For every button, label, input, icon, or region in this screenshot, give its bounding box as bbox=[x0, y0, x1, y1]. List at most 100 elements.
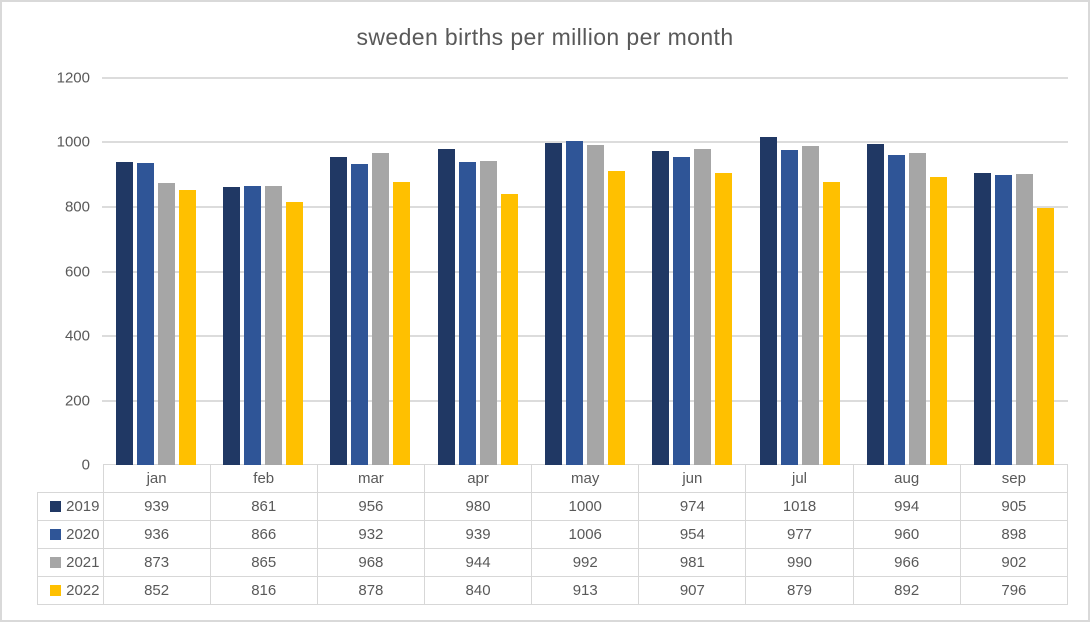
table-header-row: jan feb mar apr may jun jul aug sep bbox=[37, 464, 1069, 493]
value-cell-2022-jul: 879 bbox=[745, 576, 854, 605]
legend-swatch-2019 bbox=[50, 501, 62, 512]
bar-2019-aug bbox=[866, 144, 884, 465]
y-axis-tick-label: 600 bbox=[64, 263, 90, 280]
value-cell-2021-apr: 944 bbox=[423, 548, 533, 577]
value-cell-2020-may: 1006 bbox=[531, 520, 640, 549]
value-cell-2021-aug: 966 bbox=[852, 548, 961, 577]
value-cell-2019-sep: 905 bbox=[959, 492, 1069, 521]
bar-2022-may bbox=[607, 170, 625, 465]
table-row-2021: 2021 873 865 968 944 992 981 990 966 902 bbox=[37, 548, 1069, 577]
bar-2021-sep bbox=[1016, 174, 1034, 465]
value-cell-2022-apr: 840 bbox=[423, 576, 533, 605]
value-cell-2019-mar: 956 bbox=[316, 492, 425, 521]
value-cell-2022-jun: 907 bbox=[638, 576, 747, 605]
bar-2021-feb bbox=[264, 186, 282, 465]
y-axis-tick-label: 800 bbox=[64, 198, 90, 216]
legend-swatch-2020 bbox=[50, 529, 62, 540]
legend-cell-2022: 2022 bbox=[37, 576, 104, 605]
value-cell-2019-apr: 980 bbox=[423, 492, 533, 521]
value-cell-2021-jun: 981 bbox=[638, 548, 747, 577]
bar-2020-jul bbox=[780, 149, 798, 465]
value-cell-2020-aug: 960 bbox=[852, 520, 961, 549]
month-header-cell-aug: aug bbox=[852, 464, 961, 493]
legend-swatch-2021 bbox=[50, 557, 62, 568]
legend-year-label: 2019 bbox=[66, 498, 100, 515]
gridline bbox=[102, 270, 1068, 273]
bar-2021-mar bbox=[372, 152, 390, 465]
gridline bbox=[102, 334, 1068, 337]
bar-2020-aug bbox=[887, 155, 905, 465]
bar-2019-sep bbox=[974, 173, 992, 465]
chart-title: sweden births per million per month bbox=[356, 24, 734, 50]
value-cell-2020-jul: 977 bbox=[745, 520, 854, 549]
bar-2019-may bbox=[544, 142, 562, 465]
bar-2021-aug bbox=[908, 153, 926, 465]
value-cell-2020-apr: 939 bbox=[423, 520, 533, 549]
bar-2022-mar bbox=[393, 181, 411, 465]
bar-2022-apr bbox=[500, 194, 518, 465]
y-axis-tick-label: 1200 bbox=[56, 69, 90, 87]
value-cell-2020-sep: 898 bbox=[959, 520, 1069, 549]
bar-2019-jul bbox=[759, 136, 777, 465]
value-cell-2020-jan: 936 bbox=[102, 520, 211, 549]
bar-2020-jun bbox=[673, 157, 691, 465]
legend-swatch-2022 bbox=[50, 585, 62, 596]
month-header-cell-sep: sep bbox=[959, 464, 1069, 493]
value-cell-2022-may: 913 bbox=[531, 576, 640, 605]
month-header-cell-jan: jan bbox=[102, 464, 211, 493]
bar-2019-jan bbox=[115, 162, 133, 465]
value-cell-2022-sep: 796 bbox=[959, 576, 1069, 605]
bar-2020-sep bbox=[995, 175, 1013, 465]
bar-group-sep bbox=[961, 78, 1068, 465]
value-cell-2022-jan: 852 bbox=[102, 576, 211, 605]
table-row-2022: 2022 852 816 878 840 913 907 879 892 796 bbox=[37, 576, 1069, 605]
gridline bbox=[102, 141, 1068, 144]
plot-area bbox=[102, 77, 1068, 465]
y-axis-tick-label: 400 bbox=[64, 327, 90, 345]
value-cell-2019-aug: 994 bbox=[852, 492, 961, 521]
bar-2022-jul bbox=[822, 181, 840, 465]
month-header-cell-may: may bbox=[531, 464, 640, 493]
y-axis-tick-label: 200 bbox=[64, 392, 90, 409]
bar-group-jun bbox=[639, 78, 746, 465]
bar-2021-jun bbox=[694, 148, 712, 465]
month-header-cell-jul: jul bbox=[745, 464, 854, 493]
bar-2021-jan bbox=[157, 183, 175, 465]
value-cell-2021-mar: 968 bbox=[316, 548, 425, 577]
bar-2021-jul bbox=[801, 145, 819, 465]
bar-2022-jun bbox=[715, 172, 733, 465]
gridline bbox=[102, 77, 1068, 79]
bar-2021-may bbox=[586, 145, 604, 465]
value-cell-2020-jun: 954 bbox=[638, 520, 747, 549]
bar-2020-jan bbox=[136, 163, 154, 465]
bar-2019-mar bbox=[330, 156, 348, 465]
legend-cell-2019: 2019 bbox=[37, 492, 104, 521]
value-cell-2020-mar: 932 bbox=[316, 520, 425, 549]
bar-2022-aug bbox=[929, 177, 947, 465]
value-cell-2019-jun: 974 bbox=[638, 492, 747, 521]
bar-2019-apr bbox=[437, 148, 455, 465]
corner-cell bbox=[37, 464, 104, 493]
bar-2019-feb bbox=[222, 187, 240, 465]
value-cell-2019-jul: 1018 bbox=[745, 492, 854, 521]
bar-2022-feb bbox=[285, 201, 303, 465]
value-cell-2021-jul: 990 bbox=[745, 548, 854, 577]
y-axis-tick-label: 1000 bbox=[56, 133, 90, 151]
bar-2019-jun bbox=[652, 150, 670, 465]
bar-group-jul bbox=[746, 78, 853, 465]
bar-group-jan bbox=[102, 78, 209, 465]
month-header-cell-feb: feb bbox=[209, 464, 318, 493]
value-cell-2019-may: 1000 bbox=[531, 492, 640, 521]
month-header-cell-jun: jun bbox=[638, 464, 747, 493]
legend-year-label: 2022 bbox=[66, 582, 100, 599]
value-cell-2022-aug: 892 bbox=[852, 576, 961, 605]
bar-2021-apr bbox=[479, 160, 497, 465]
bar-group-may bbox=[531, 78, 638, 465]
bar-groups bbox=[102, 78, 1068, 465]
legend-year-label: 2021 bbox=[66, 554, 100, 571]
bar-2020-apr bbox=[458, 162, 476, 465]
value-cell-2021-sep: 902 bbox=[959, 548, 1069, 577]
bar-group-apr bbox=[424, 78, 531, 465]
value-cell-2019-jan: 939 bbox=[102, 492, 211, 521]
